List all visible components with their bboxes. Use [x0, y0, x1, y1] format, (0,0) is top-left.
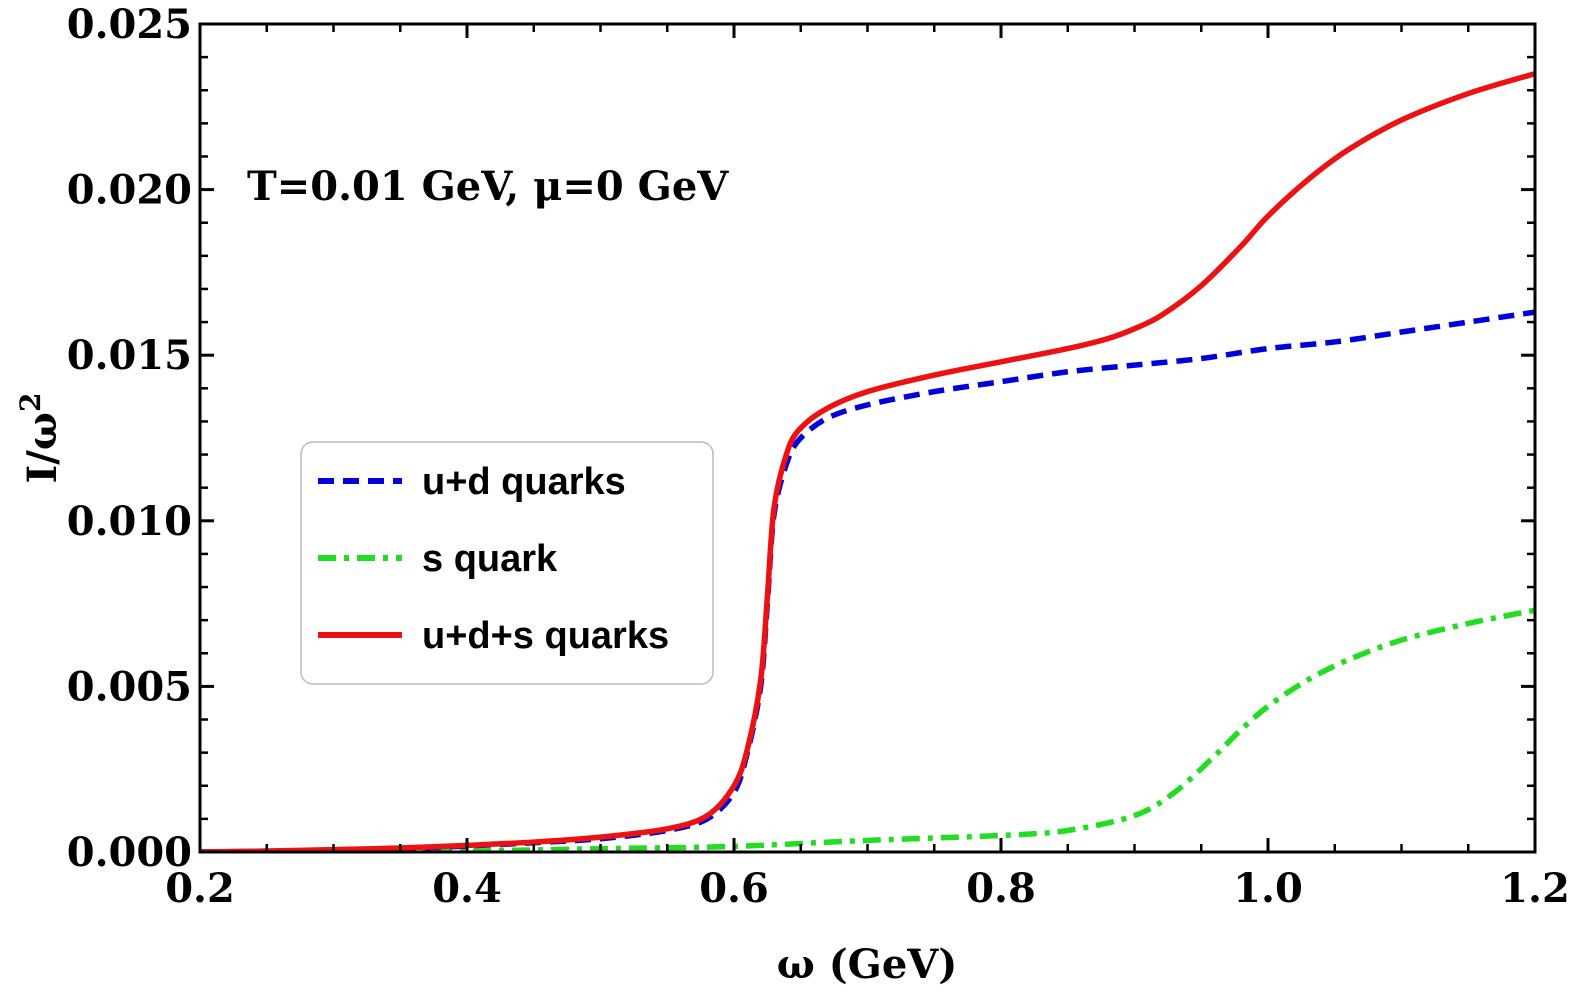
legend-label-u-d-s: u+d+s quarks	[422, 615, 669, 657]
x-tick-label: 0.2	[165, 865, 235, 912]
legend-box	[300, 441, 714, 685]
y-tick-label: 0.025	[67, 1, 192, 48]
legend: u+d quarks s quark u+d+s quarks	[300, 441, 714, 685]
plot-frame	[198, 22, 1537, 854]
series-layer	[200, 71, 1535, 852]
x-tick-label: 1.0	[1233, 865, 1303, 912]
series-line-u-d-s-quarks	[200, 71, 1535, 852]
x-tick-label: 0.4	[432, 865, 502, 912]
x-tick-label: 1.2	[1500, 865, 1570, 912]
legend-label-s: s quark	[422, 538, 558, 580]
legend-label-u-d: u+d quarks	[422, 461, 626, 503]
y-tick-label: 0.010	[67, 498, 192, 545]
x-axis-title: ω (GeV)	[777, 941, 958, 988]
y-tick-label: 0.005	[67, 663, 192, 710]
y-axis-title-superscript: 2	[14, 393, 47, 412]
x-tick-label: 0.8	[966, 865, 1036, 912]
y-tick-label: 0.015	[67, 332, 192, 379]
y-tick-label: 0.000	[67, 829, 192, 876]
y-axis-title: I/ω2	[14, 393, 66, 484]
x-tick-label: 0.6	[699, 865, 769, 912]
y-tick-label: 0.020	[67, 167, 192, 214]
y-axis-title-base: I/ω	[19, 412, 66, 483]
chart-annotation: T=0.01 GeV, μ=0 GeV	[247, 163, 729, 210]
ticks-layer: 0.2 0.4 0.6 0.8 1.0 1.2 0.000 0.005 0.010 0.015 0.…	[67, 1, 1570, 912]
